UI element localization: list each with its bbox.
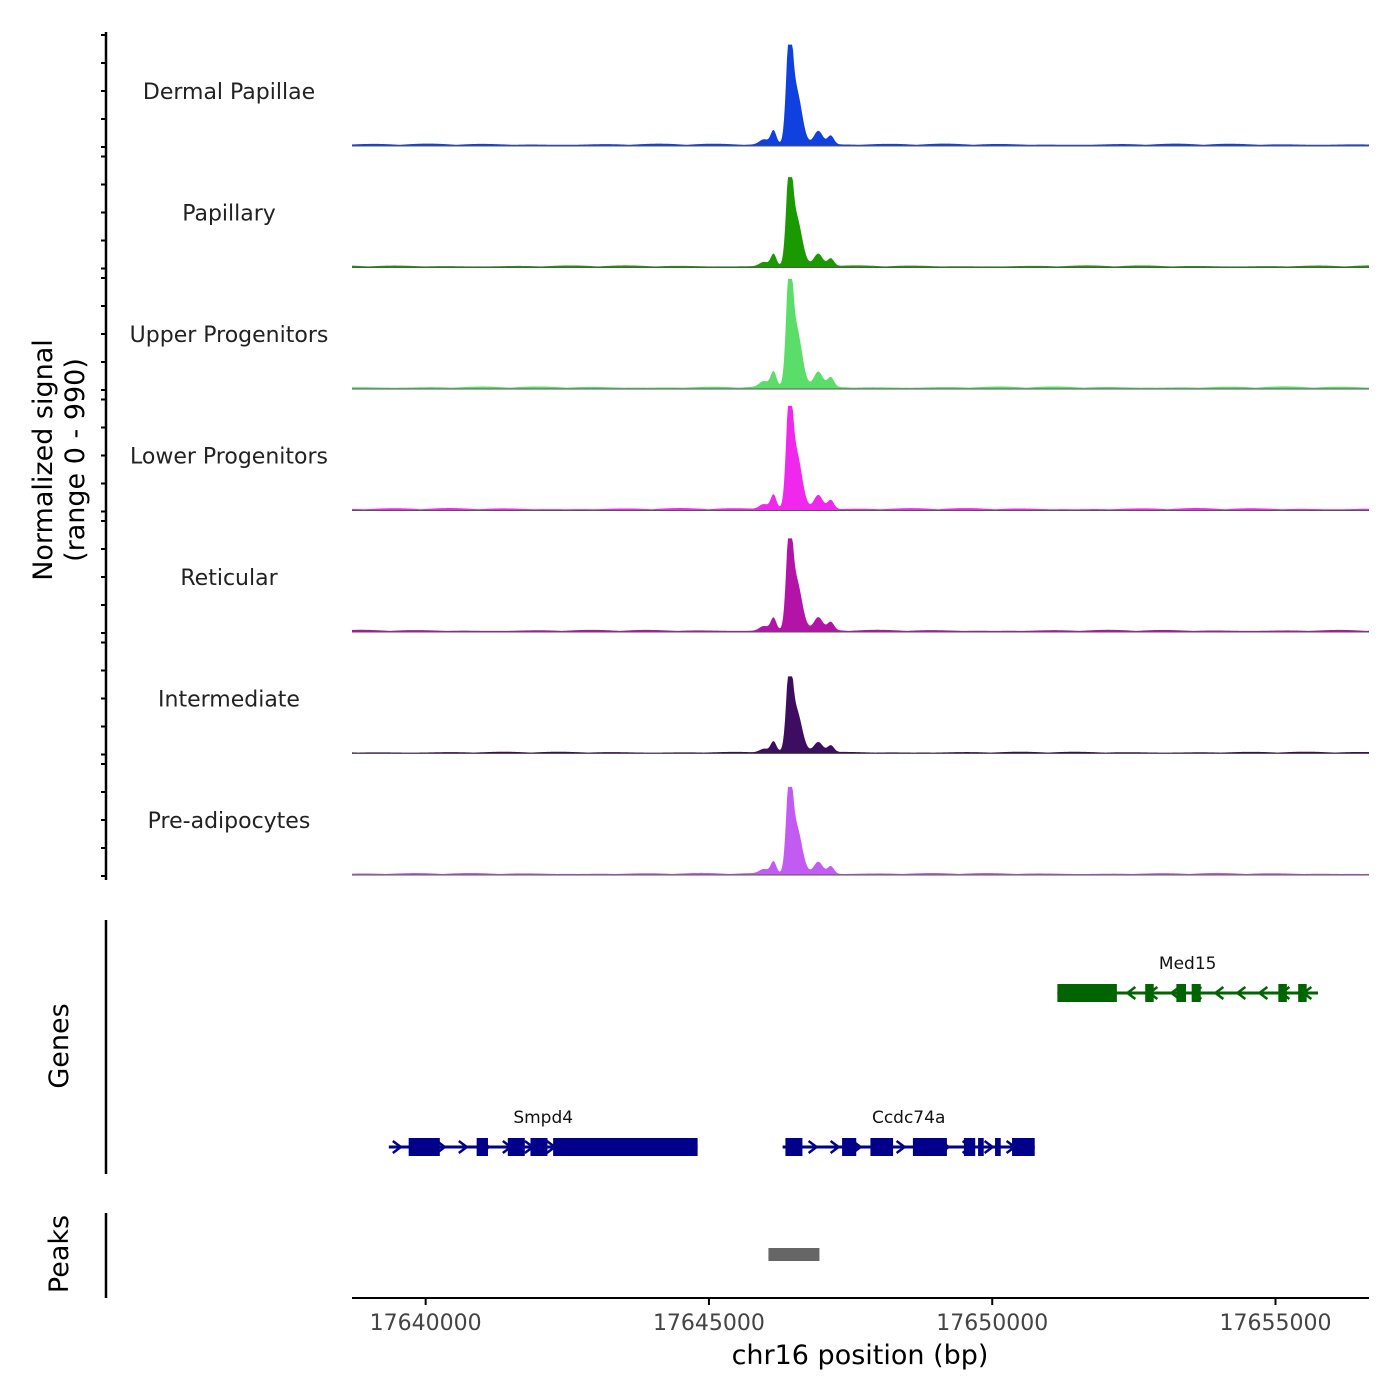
track-label: Reticular (180, 566, 278, 591)
track-label: Papillary (182, 202, 276, 227)
gene-label: Smpd4 (513, 1108, 573, 1128)
signal-tracks: Dermal Papillae Papillary Upper Progenitor… (130, 44, 1369, 876)
peaks-panel-label: Peaks (44, 1215, 75, 1293)
exon (1176, 984, 1186, 1002)
exon (912, 1138, 947, 1156)
track-label: Pre-adipocytes (148, 809, 311, 834)
strand-arrow (983, 1140, 995, 1154)
track-label: Lower Progenitors (130, 445, 328, 470)
track-reticular: Reticular (180, 538, 1369, 633)
exon (1191, 984, 1201, 1002)
x-axis-ticks: 17640000 17645000 17650000 17655000 (370, 1298, 1332, 1336)
exon (1298, 984, 1307, 1002)
track-label: Intermediate (158, 688, 300, 713)
peak-track (768, 1248, 820, 1261)
signal-area (352, 676, 1369, 754)
exon (530, 1138, 548, 1156)
signal-area (352, 786, 1369, 875)
strand-arrow (1257, 986, 1269, 1000)
exon (1145, 984, 1154, 1002)
strand-arrow (829, 1140, 841, 1154)
gene-label: Ccdc74a (872, 1108, 945, 1128)
x-tick-label: 17655000 (1220, 1311, 1332, 1336)
exon (408, 1138, 440, 1156)
gene-track: Med15 Smpd4 Ccdc74a (388, 954, 1319, 1156)
track-lower-progenitors: Lower Progenitors (130, 405, 1369, 511)
track-papillary: Papillary (182, 177, 1369, 268)
track-dermal-papillae: Dermal Papillae (143, 44, 1369, 147)
strand-arrow (807, 1140, 819, 1154)
strand-arrow (1213, 986, 1225, 1000)
x-axis-title: chr16 position (bp) (732, 1340, 989, 1371)
gene-smpd4: Smpd4 (388, 1108, 698, 1156)
x-tick-label: 17645000 (653, 1311, 765, 1336)
peak-region (768, 1248, 820, 1261)
exon (785, 1138, 803, 1156)
gene-label: Med15 (1159, 954, 1217, 974)
y-axis-title: Normalized signal (28, 339, 59, 581)
exon (1057, 984, 1117, 1002)
exon (963, 1138, 976, 1156)
x-tick-label: 17650000 (936, 1311, 1048, 1336)
exon (978, 1138, 984, 1156)
track-label: Dermal Papillae (143, 80, 315, 105)
track-pre-adipocytes: Pre-adipocytes (148, 786, 1369, 876)
signal-y-ticks (101, 34, 106, 877)
exon (507, 1138, 525, 1156)
genes-panel-label: Genes (44, 1003, 75, 1088)
signal-area (352, 405, 1369, 511)
exon (476, 1138, 488, 1156)
track-label: Upper Progenitors (130, 323, 329, 348)
exon (1012, 1138, 1035, 1156)
strand-arrow (458, 1140, 469, 1154)
strand-arrow (1235, 986, 1247, 1000)
signal-area (352, 177, 1369, 268)
strand-arrow (392, 1140, 403, 1154)
x-tick-label: 17640000 (370, 1311, 482, 1336)
exon (995, 1138, 1001, 1156)
exon (842, 1138, 857, 1156)
gene-med15: Med15 (1057, 954, 1319, 1002)
exon (870, 1138, 894, 1156)
track-intermediate: Intermediate (158, 676, 1369, 754)
exon (553, 1138, 698, 1156)
gene-ccdc74a: Ccdc74a (782, 1108, 1035, 1156)
signal-area (352, 538, 1369, 632)
strand-arrow (1125, 986, 1137, 1000)
track-upper-progenitors: Upper Progenitors (130, 278, 1369, 390)
signal-area (352, 278, 1369, 389)
strand-arrow (895, 1140, 907, 1154)
exon (1278, 984, 1287, 1002)
y-axis-subtitle: (range 0 - 990) (60, 358, 91, 562)
signal-area (352, 44, 1369, 146)
